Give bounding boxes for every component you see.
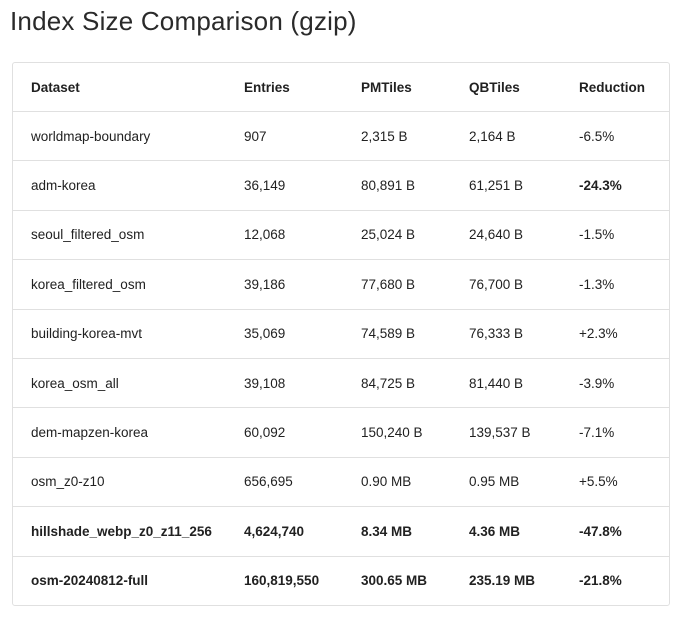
cell-dataset: osm-20240812-full: [31, 573, 149, 589]
column-header-dataset: Dataset: [31, 79, 80, 95]
cell-dataset: korea_filtered_osm: [31, 276, 146, 292]
cell-entries: 35,069: [244, 326, 286, 342]
cell-pmtiles: 300.65 MB: [361, 573, 428, 589]
cell-entries: 160,819,550: [244, 573, 320, 589]
table-body: worldmap-boundary 907 2,315 B 2,164 B -6.5% a…: [13, 111, 669, 605]
cell-reduction: -1.5%: [579, 227, 615, 243]
cell-dataset: korea_osm_all: [31, 375, 119, 391]
table-row: korea_filtered_osm 39,186 77,680 B 76,700 B…: [13, 259, 669, 308]
table-row: osm-20240812-full 160,819,550 300.65 MB 235…: [13, 555, 669, 605]
table-row: building-korea-mvt 35,069 74,589 B 76,333 B…: [13, 308, 669, 358]
cell-dataset: dem-mapzen-korea: [31, 425, 149, 441]
cell-entries: 12,068: [244, 227, 286, 243]
page-title: Index Size Comparison (gzip): [10, 6, 357, 36]
cell-reduction: +5.5%: [579, 474, 618, 490]
cell-entries: 4,624,740: [244, 523, 305, 539]
cell-entries: 907: [244, 128, 267, 144]
cell-reduction: -21.8%: [579, 573, 622, 589]
cell-reduction: -1.3%: [579, 276, 615, 292]
table-header-row: Dataset Entries PMTiles QBTiles Reductio…: [13, 63, 669, 111]
column-header-reduction: Reduction: [579, 79, 645, 95]
cell-pmtiles: 0.90 MB: [361, 474, 412, 490]
page: Index Size Comparison (gzip) Dataset Ent…: [0, 4, 688, 606]
index-size-comparison-table: Dataset Entries PMTiles QBTiles Reductio…: [12, 62, 670, 606]
cell-qbtiles: 24,640 B: [469, 227, 524, 243]
cell-dataset: building-korea-mvt: [31, 326, 143, 342]
cell-entries: 39,186: [244, 276, 286, 292]
cell-qbtiles: 81,440 B: [469, 375, 524, 391]
cell-pmtiles: 25,024 B: [361, 227, 416, 243]
cell-pmtiles: 8.34 MB: [361, 523, 413, 539]
cell-entries: 39,108: [244, 375, 286, 391]
table-row: adm-korea 36,149 80,891 B 61,251 B -24.3%: [13, 160, 669, 209]
cell-dataset: seoul_filtered_osm: [31, 227, 145, 243]
table-row: korea_osm_all 39,108 84,725 B 81,440 B -3.9%: [13, 357, 669, 407]
table-row: seoul_filtered_osm 12,068 25,024 B 24,640 B…: [13, 209, 669, 259]
cell-entries: 656,695: [244, 474, 293, 490]
cell-qbtiles: 4.36 MB: [469, 523, 521, 539]
cell-qbtiles: 61,251 B: [469, 178, 524, 194]
cell-qbtiles: 76,333 B: [469, 326, 524, 342]
cell-dataset: worldmap-boundary: [31, 128, 151, 144]
cell-reduction: -6.5%: [579, 128, 615, 144]
cell-qbtiles: 2,164 B: [469, 128, 516, 144]
cell-reduction: -47.8%: [579, 523, 622, 539]
cell-reduction: -24.3%: [579, 178, 622, 194]
cell-qbtiles: 235.19 MB: [469, 573, 536, 589]
table-row: osm_z0-z10 656,695 0.90 MB 0.95 MB +5.5%: [13, 456, 669, 506]
cell-dataset: adm-korea: [31, 178, 96, 194]
cell-pmtiles: 84,725 B: [361, 375, 416, 391]
column-header-qbtiles: QBTiles: [469, 79, 520, 95]
cell-pmtiles: 150,240 B: [361, 425, 423, 441]
cell-qbtiles: 0.95 MB: [469, 474, 520, 490]
cell-pmtiles: 2,315 B: [361, 128, 408, 144]
column-header-pmtiles: PMTiles: [361, 79, 412, 95]
cell-reduction: -3.9%: [579, 375, 615, 391]
cell-entries: 36,149: [244, 178, 286, 194]
cell-reduction: -7.1%: [579, 425, 615, 441]
cell-qbtiles: 76,700 B: [469, 276, 524, 292]
cell-pmtiles: 80,891 B: [361, 178, 416, 194]
cell-qbtiles: 139,537 B: [469, 425, 531, 441]
table-row: dem-mapzen-korea 60,092 150,240 B 139,537 B…: [13, 407, 669, 456]
cell-reduction: +2.3%: [579, 326, 618, 342]
cell-pmtiles: 77,680 B: [361, 276, 416, 292]
cell-dataset: hillshade_webp_z0_z11_256: [31, 523, 212, 539]
cell-entries: 60,092: [244, 425, 286, 441]
column-header-entries: Entries: [244, 79, 290, 95]
table-row: worldmap-boundary 907 2,315 B 2,164 B -6.5%: [13, 111, 669, 160]
cell-dataset: osm_z0-z10: [31, 474, 105, 490]
table-row: hillshade_webp_z0_z11_256 4,624,740 8.34 M…: [13, 506, 669, 555]
cell-pmtiles: 74,589 B: [361, 326, 416, 342]
